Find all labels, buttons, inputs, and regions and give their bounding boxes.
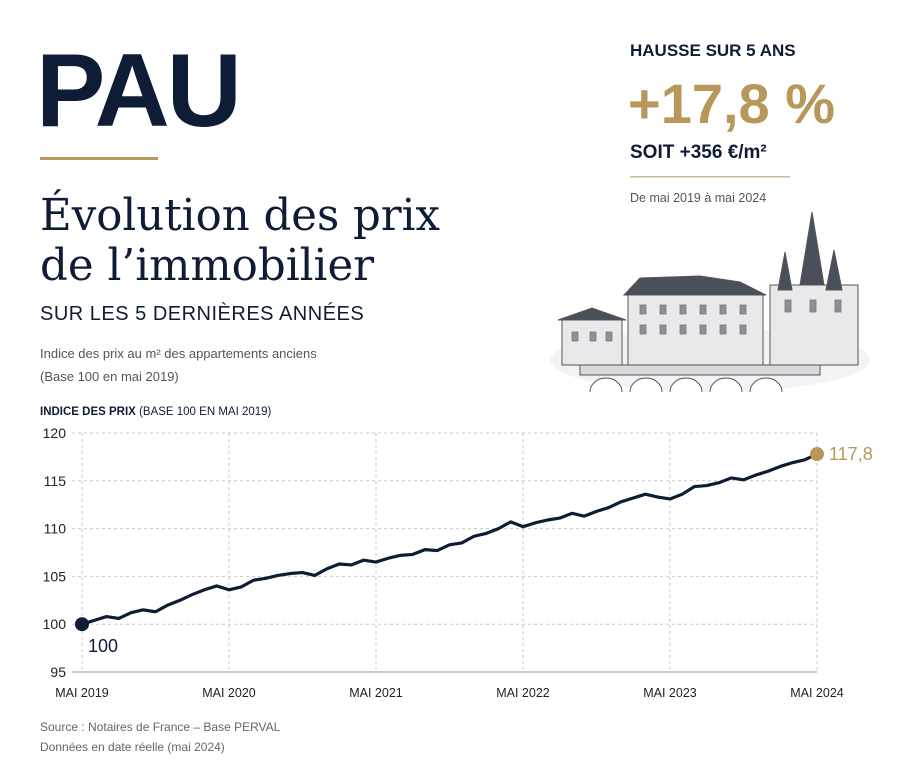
- x-tick-label: MAI 2019: [55, 686, 109, 700]
- city-title: PAU: [36, 33, 239, 149]
- divider: [630, 176, 790, 178]
- x-tick-label: MAI 2020: [202, 686, 256, 700]
- subheading: SUR LES 5 DERNIÈRES ANNÉES: [40, 302, 364, 325]
- description: Indice des prix au m² des appartements a…: [40, 346, 317, 361]
- highlight-value: +17,8 %: [628, 72, 835, 135]
- description: (Base 100 en mai 2019): [40, 369, 179, 384]
- y-tick-label: 120: [43, 425, 67, 441]
- y-tick-label: 115: [44, 473, 67, 489]
- x-tick-label: MAI 2021: [349, 686, 403, 700]
- price-line: [81, 452, 818, 626]
- heading-line: de l’immobilier: [40, 240, 375, 291]
- highlight-label: HAUSSE SUR 5 ANS: [630, 41, 796, 60]
- end-point: [75, 617, 89, 632]
- source: Source : Notaires de France – Base PERVA…: [40, 720, 281, 734]
- y-tick-label: 100: [43, 616, 67, 632]
- x-tick-label: MAI 2023: [643, 686, 697, 700]
- y-axis-label-main: INDICE DES PRIX: [40, 406, 136, 418]
- y-tick-label: 95: [50, 664, 66, 680]
- highlight-period: De mai 2019 à mai 2024: [630, 191, 766, 205]
- castle-illustration: [550, 211, 870, 393]
- value-label: 100: [88, 636, 118, 656]
- y-axis-label-note: (BASE 100 EN MAI 2019): [139, 406, 271, 418]
- y-tick-label: 110: [44, 521, 67, 537]
- y-axis-label: INDICE DES PRIX (BASE 100 EN MAI 2019): [40, 406, 272, 418]
- note: Données en date réelle (mai 2024): [40, 740, 225, 754]
- highlight-detail: SOIT +356 €/m²: [630, 142, 767, 163]
- x-tick-label: MAI 2024: [790, 686, 844, 700]
- y-tick-label: 105: [43, 568, 67, 584]
- x-tick-label: MAI 2022: [496, 686, 550, 700]
- heading-line: Évolution des prix: [40, 188, 440, 241]
- title-underline: [40, 157, 158, 160]
- end-point: [810, 447, 824, 462]
- value-label: 117,8: [829, 444, 873, 464]
